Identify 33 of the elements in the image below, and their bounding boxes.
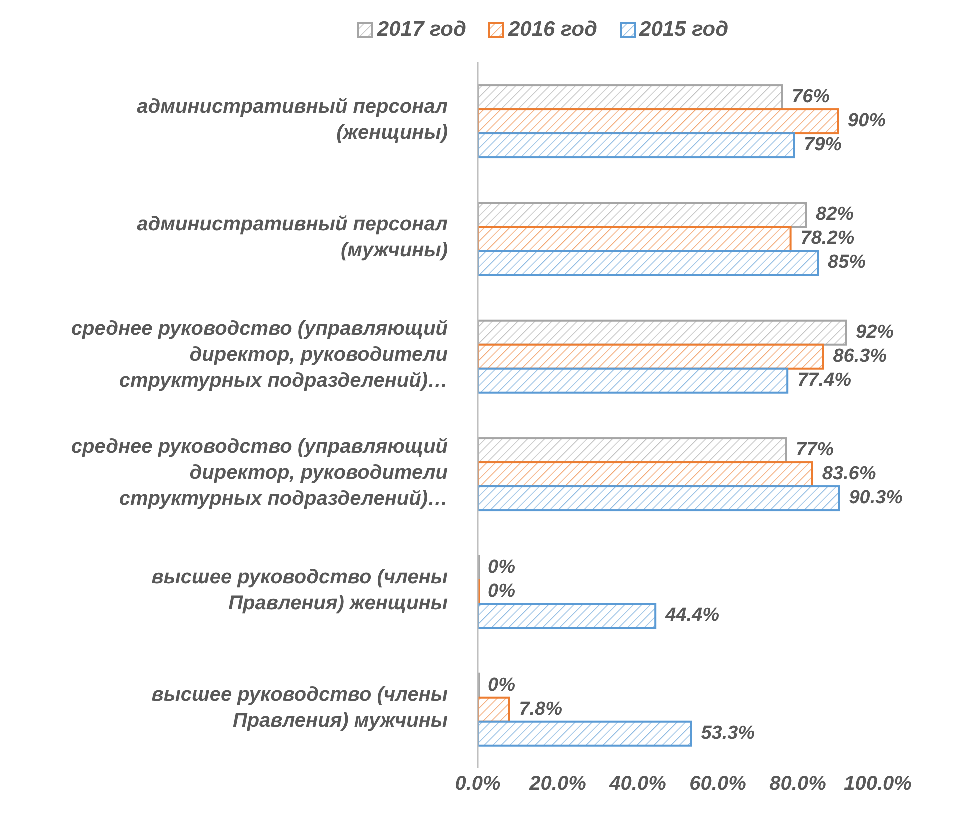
x-tick-label: 20.0% — [528, 773, 587, 796]
legend-label: 2017 год — [377, 18, 466, 42]
y-tick-label: среднее руководство (управляющий директор, руководители структурных подразделений)… — [71, 318, 448, 392]
x-tick-label: 80.0% — [770, 773, 827, 796]
data-label: 85% — [828, 252, 866, 274]
legend-label: 2015 год — [640, 18, 729, 42]
data-label: 83.6% — [822, 464, 876, 485]
data-label: 0% — [488, 581, 516, 602]
data-label: 77% — [796, 440, 834, 461]
data-label: 7.8% — [519, 698, 563, 720]
data-label: 86.3% — [833, 346, 888, 367]
legend-label: 2016 год — [508, 18, 598, 42]
y-tick-label: административный персонал (женщины) — [137, 96, 449, 144]
data-label: 0% — [488, 674, 516, 696]
y-tick-label: высшее руководство (члены Правления) мужчины — [152, 684, 448, 732]
data-label: 44.4% — [664, 605, 720, 626]
x-tick-label: 100.0% — [844, 773, 912, 796]
data-label: 78.2% — [800, 228, 855, 250]
data-label: 76% — [792, 86, 830, 108]
data-label: 0% — [488, 557, 516, 578]
data-label: 90.3% — [849, 488, 904, 509]
data-label: 90% — [848, 110, 886, 132]
data-label: 82% — [816, 204, 854, 226]
data-label: 53.3% — [701, 722, 756, 744]
data-label: 79% — [804, 134, 842, 156]
y-tick-label: высшее руководство (члены Правления) женщины — [152, 566, 448, 615]
x-tick-label: 0.0% — [455, 773, 502, 796]
x-tick-label: 60.0% — [690, 773, 747, 796]
y-tick-label: среднее руководство (управляющий директор, руководители структурных подразделений)… — [71, 436, 448, 510]
x-tick-label: 40.0% — [608, 773, 667, 796]
y-tick-label: административный персонал (мужчины) — [137, 214, 449, 262]
data-label: 92% — [856, 322, 894, 343]
data-label: 77.4% — [798, 370, 852, 391]
